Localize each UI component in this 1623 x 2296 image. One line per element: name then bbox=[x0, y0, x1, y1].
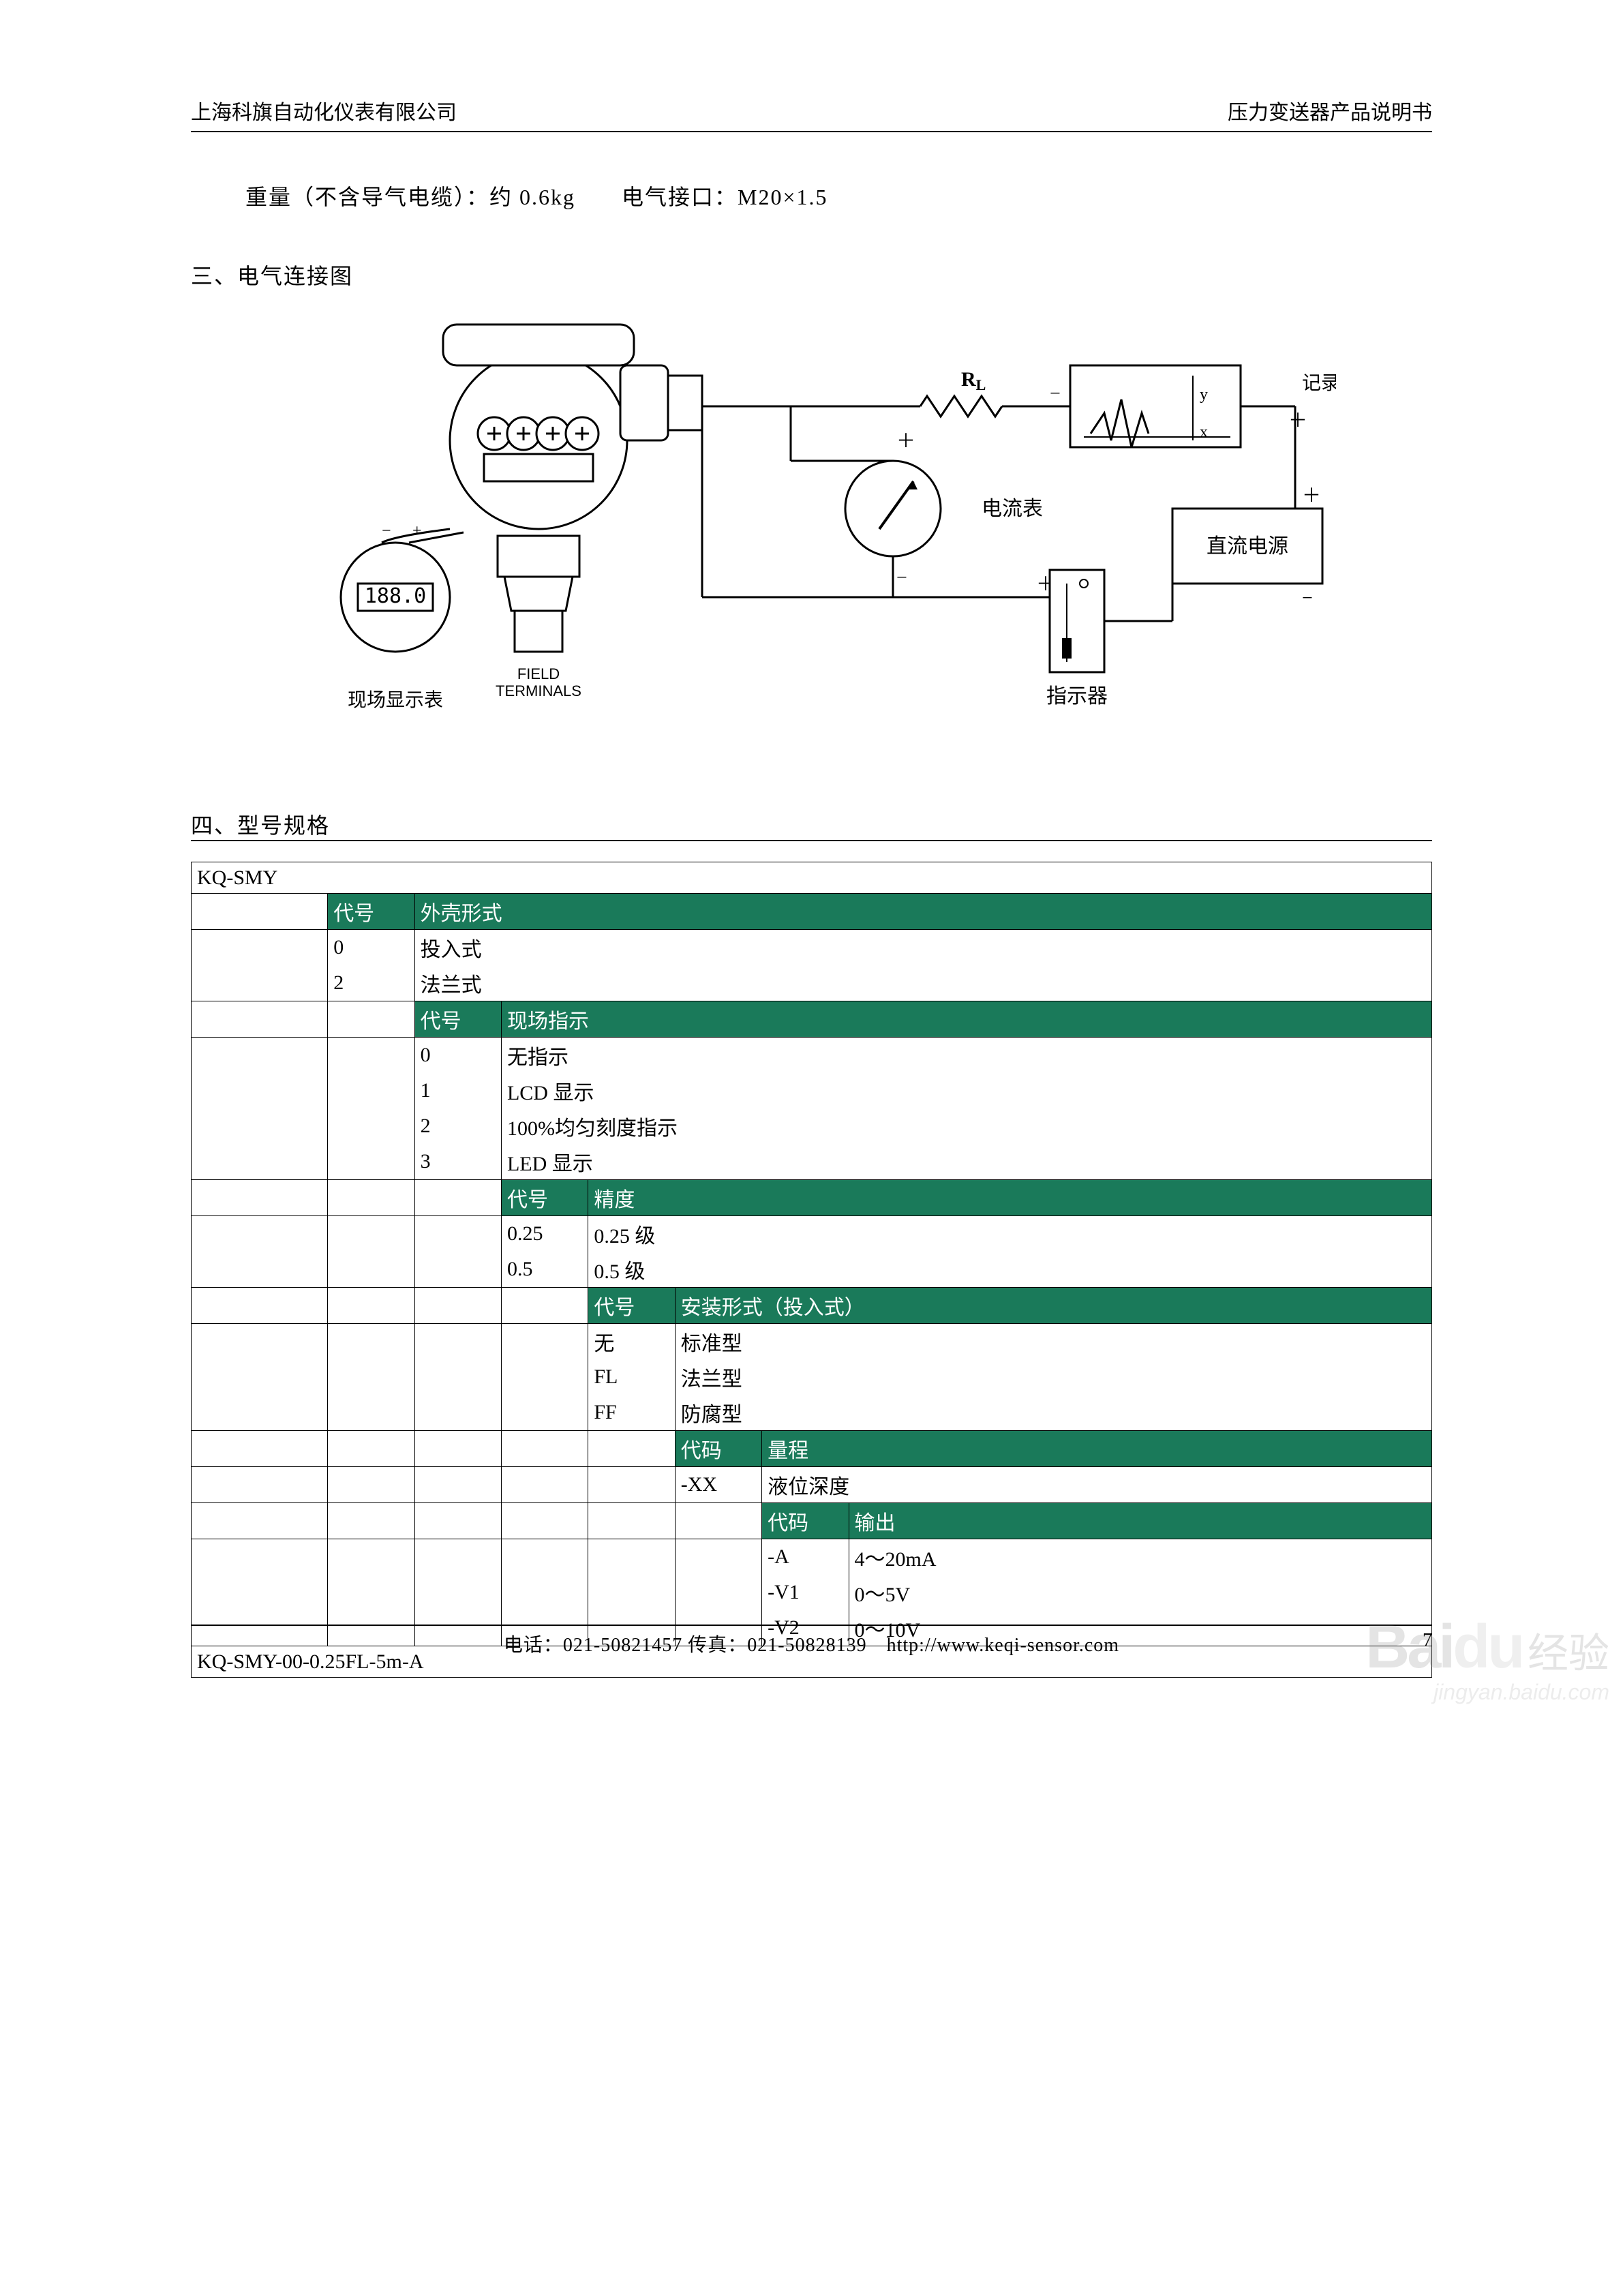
svg-text:−: − bbox=[382, 522, 391, 540]
page-footer: 电话：021-50821457 传真：021-50828139 http://w… bbox=[191, 1625, 1432, 1657]
wiring-diagram: FIELD TERMINALS 188.0 现场显示表 − + RL − bbox=[314, 311, 1336, 788]
diagram-display-value: 188.0 bbox=[365, 584, 426, 608]
diagram-resistor-label: RL bbox=[961, 368, 986, 393]
svg-text:＋: ＋ bbox=[1302, 485, 1321, 507]
section-3-title: 三、电气连接图 bbox=[191, 259, 1432, 290]
svg-text:y: y bbox=[1200, 386, 1208, 404]
model-spec-table: KQ-SMY代号外壳形式0投入式2法兰式代号现场指示0无指示1LCD 显示210… bbox=[191, 862, 1432, 1678]
diagram-recorder-label: 记录仪 bbox=[1302, 373, 1336, 394]
diagram-ammeter-label: 电流表 bbox=[982, 498, 1043, 520]
diagram-field-terminals-1: FIELD bbox=[517, 665, 560, 682]
diagram-display-label: 现场显示表 bbox=[348, 689, 443, 711]
svg-text:x: x bbox=[1200, 423, 1208, 441]
header-company: 上海科旗自动化仪表有限公司 bbox=[191, 95, 457, 125]
header-doc-title: 压力变送器产品说明书 bbox=[1228, 95, 1432, 125]
spec-weight-connector: 重量（不含导气电缆）：约 0.6kg 电气接口：M20×1.5 bbox=[191, 180, 1432, 211]
svg-text:+: + bbox=[412, 522, 422, 540]
svg-text:＋: ＋ bbox=[896, 431, 915, 452]
diagram-field-terminals-2: TERMINALS bbox=[496, 682, 581, 699]
watermark: Baidu 经验 jingyan.baidu.com bbox=[1365, 1612, 1609, 1705]
svg-text:−: − bbox=[896, 567, 907, 588]
diagram-power-label: 直流电源 bbox=[1207, 535, 1288, 558]
footer-contact: 电话：021-50821457 传真：021-50828139 http://w… bbox=[504, 1630, 1119, 1657]
page-header: 上海科旗自动化仪表有限公司 压力变送器产品说明书 bbox=[191, 95, 1432, 132]
diagram-indicator-label: 指示器 bbox=[1046, 685, 1108, 708]
section-4-title: 四、型号规格 bbox=[191, 809, 1432, 841]
svg-text:−: − bbox=[1302, 588, 1313, 609]
svg-text:＋: ＋ bbox=[1288, 410, 1307, 432]
svg-text:−: − bbox=[1050, 383, 1061, 404]
